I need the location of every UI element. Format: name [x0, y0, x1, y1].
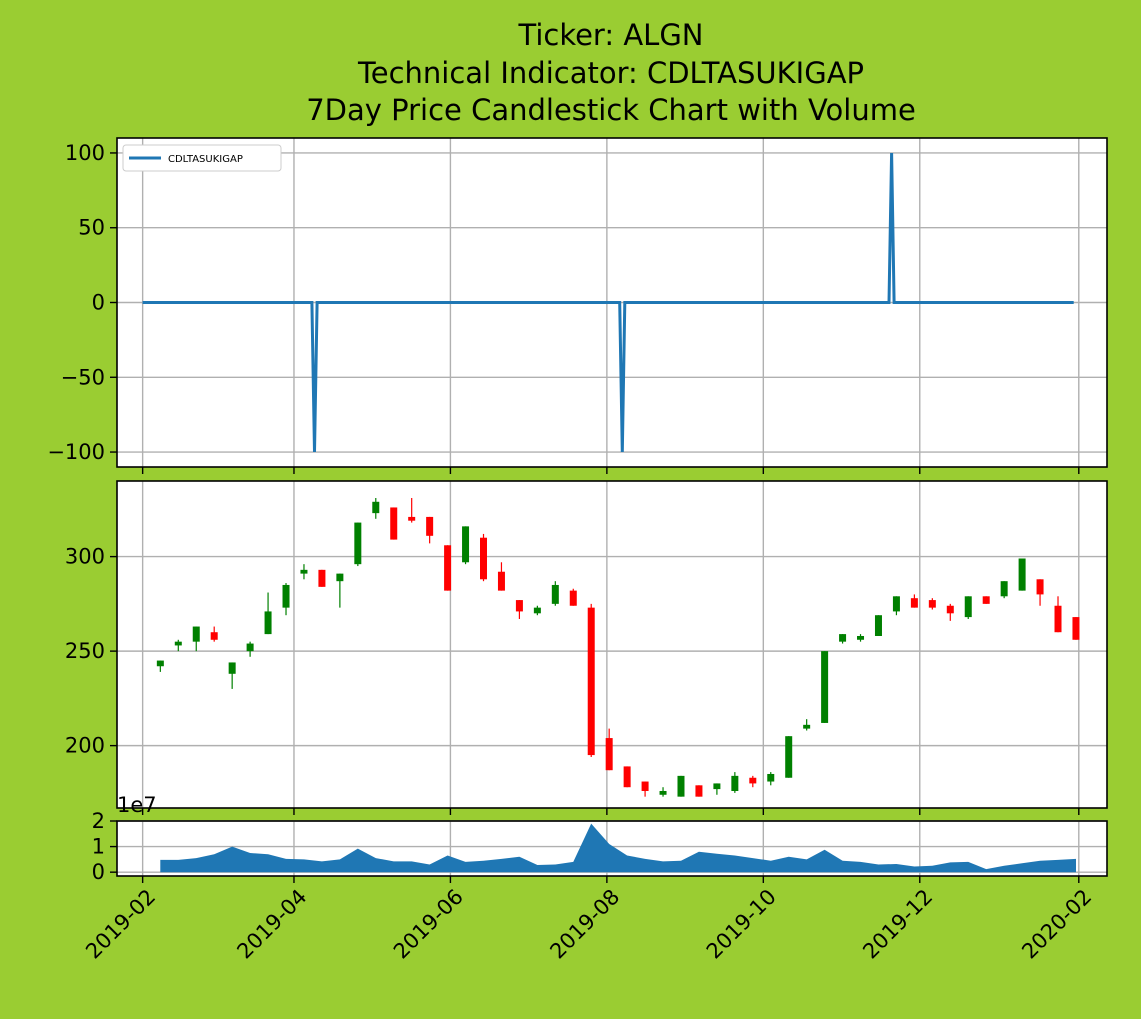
volume-offset-label: 1e7: [117, 793, 157, 817]
candle-body: [426, 516, 434, 536]
candle-body: [1018, 558, 1026, 591]
candle-body: [444, 545, 452, 591]
price-panel: 300 250 200: [65, 480, 1108, 815]
candle-body: [695, 785, 703, 797]
legend-box: [122, 144, 282, 172]
candle-body: [192, 626, 200, 642]
x-tick-label: 2019-12: [858, 885, 937, 964]
candle-body: [480, 537, 488, 580]
candle-body: [228, 662, 236, 674]
candle-body: [1000, 581, 1008, 597]
candle-body: [623, 766, 631, 788]
candle-body: [910, 598, 918, 608]
candle-body: [390, 507, 398, 540]
indicator-panel: 100 50 0 −50 −100 CDLTASUKIGAP: [47, 137, 1108, 474]
title-line-3: 7Day Price Candlestick Chart with Volume: [306, 93, 916, 127]
candle-body: [408, 516, 416, 521]
candle-body: [605, 738, 613, 771]
candle-body: [587, 607, 595, 756]
title-line-1: Ticker: ALGN: [518, 18, 704, 52]
candle-body: [462, 526, 470, 563]
price-frame: [116, 480, 1108, 809]
candle-body: [246, 643, 254, 652]
indicator-ytick-label: 50: [78, 216, 105, 240]
candle-body: [641, 781, 649, 791]
candle-body: [839, 634, 847, 642]
indicator-ytick-label: 100: [65, 141, 105, 165]
candle-body: [318, 569, 326, 587]
price-ytick-label: 200: [65, 734, 105, 758]
candle-body: [892, 596, 900, 612]
candle-body: [372, 501, 380, 514]
candle-body: [731, 775, 739, 791]
candle-body: [264, 611, 272, 635]
candle-body: [821, 651, 829, 723]
volume-frame: [116, 820, 1108, 877]
x-tick-label: 2019-08: [545, 885, 624, 964]
candle-body: [300, 569, 308, 574]
indicator-legend: CDLTASUKIGAP: [122, 144, 282, 172]
x-tick-label: 2020-02: [1017, 885, 1096, 964]
candle-body: [1072, 617, 1080, 640]
x-tick-label: 2019-04: [232, 885, 311, 964]
volume-area: [160, 823, 1077, 873]
candle-body: [713, 783, 721, 790]
volume-ytick-label: 1: [92, 835, 105, 859]
indicator-series-line: [142, 152, 1074, 453]
candle-body: [857, 635, 865, 640]
candle-body: [928, 600, 936, 608]
indicator-ytick-label: −50: [61, 365, 105, 389]
candle-body: [1054, 605, 1062, 633]
candle-body: [569, 590, 577, 606]
candle-body: [677, 775, 685, 797]
x-tick-label: 2019-06: [389, 885, 468, 964]
candle-body: [946, 605, 954, 614]
candle-body: [1036, 579, 1044, 595]
candles: [156, 498, 1080, 797]
candle-body: [354, 522, 362, 565]
candle-body: [551, 584, 559, 604]
legend-label: CDLTASUKIGAP: [168, 154, 243, 165]
candle-body: [964, 596, 972, 618]
candle-body: [156, 660, 164, 667]
indicator-frame: [116, 137, 1108, 468]
candle-body: [785, 736, 793, 778]
candle-body: [282, 584, 290, 608]
x-tick-label: 2019-10: [702, 885, 781, 964]
price-ytick-label: 250: [65, 639, 105, 663]
candle-body: [767, 773, 775, 782]
price-ytick-label: 300: [65, 545, 105, 569]
candle-body: [982, 596, 990, 604]
indicator-ytick-label: 0: [92, 291, 105, 315]
candle-body: [659, 790, 667, 795]
indicator-ytick-label: −100: [47, 440, 105, 464]
x-tick-label: 2019-02: [81, 885, 160, 964]
title-line-2: Technical Indicator: CDLTASUKIGAP: [357, 56, 864, 90]
candle-body: [803, 724, 811, 729]
candle-body: [497, 571, 505, 591]
x-axis: 2019-02 2019-04 2019-06 2019-08 2019-10 2019-…: [81, 885, 1096, 964]
candle-body: [210, 632, 218, 640]
candle-body: [874, 615, 882, 636]
volume-ytick-label: 0: [92, 860, 105, 884]
candle-body: [749, 777, 757, 784]
candle-body: [174, 641, 182, 646]
candle-body: [533, 607, 541, 614]
candle-body: [336, 573, 344, 582]
chart-title: Ticker: ALGN Technical Indicator: CDLTAS…: [306, 18, 916, 127]
candle-body: [515, 600, 523, 612]
volume-panel: 210 1e7: [92, 793, 1108, 884]
volume-ytick-label: 2: [92, 809, 105, 833]
